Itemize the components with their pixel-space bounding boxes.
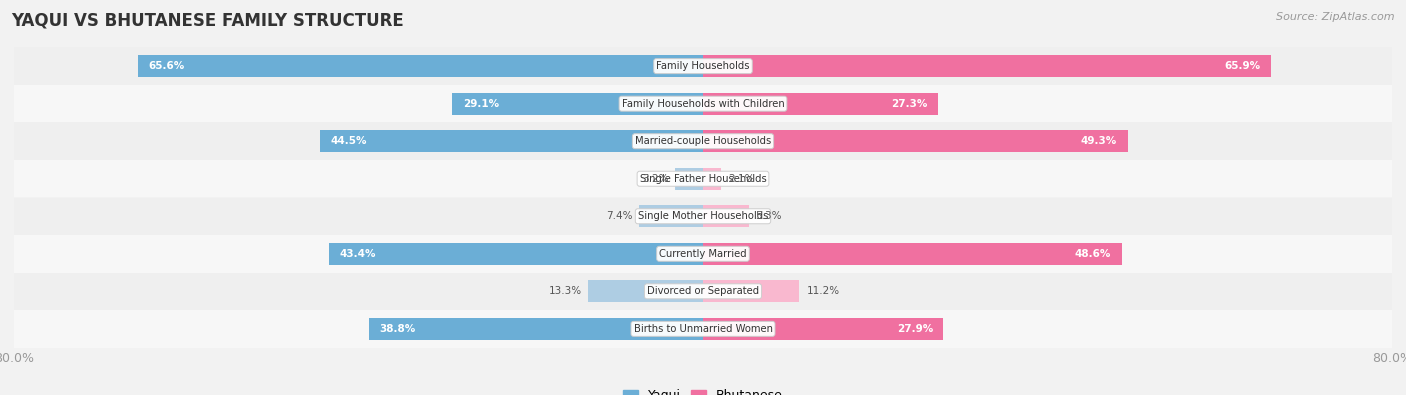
Text: Source: ZipAtlas.com: Source: ZipAtlas.com: [1277, 12, 1395, 22]
Text: Single Mother Households: Single Mother Households: [638, 211, 768, 221]
Bar: [14, 47, 1392, 85]
Bar: [14, 198, 1392, 235]
Text: 44.5%: 44.5%: [330, 136, 367, 146]
Bar: [14, 310, 1392, 348]
Text: 38.8%: 38.8%: [380, 324, 415, 334]
Text: 49.3%: 49.3%: [1081, 136, 1118, 146]
Text: 3.2%: 3.2%: [643, 174, 669, 184]
Legend: Yaqui, Bhutanese: Yaqui, Bhutanese: [619, 384, 787, 395]
Text: 27.3%: 27.3%: [891, 99, 928, 109]
Bar: [703, 205, 748, 227]
Text: Family Households with Children: Family Households with Children: [621, 99, 785, 109]
Bar: [703, 280, 800, 302]
Bar: [703, 318, 943, 340]
Bar: [703, 55, 1271, 77]
Bar: [703, 243, 1122, 265]
Bar: [14, 160, 1392, 198]
Text: 65.6%: 65.6%: [149, 61, 184, 71]
Bar: [589, 280, 703, 302]
Text: 11.2%: 11.2%: [807, 286, 839, 296]
Bar: [329, 243, 703, 265]
Bar: [703, 93, 938, 115]
Bar: [675, 168, 703, 190]
Text: 43.4%: 43.4%: [340, 249, 375, 259]
Text: 2.1%: 2.1%: [728, 174, 755, 184]
Text: Divorced or Separated: Divorced or Separated: [647, 286, 759, 296]
Bar: [138, 55, 703, 77]
Text: 5.3%: 5.3%: [755, 211, 782, 221]
Text: 29.1%: 29.1%: [463, 99, 499, 109]
Bar: [368, 318, 703, 340]
Bar: [703, 168, 721, 190]
Bar: [14, 273, 1392, 310]
Text: Single Father Households: Single Father Households: [640, 174, 766, 184]
Text: 27.9%: 27.9%: [897, 324, 934, 334]
Bar: [640, 205, 703, 227]
Bar: [14, 85, 1392, 122]
Text: Births to Unmarried Women: Births to Unmarried Women: [634, 324, 772, 334]
Bar: [453, 93, 703, 115]
Text: 65.9%: 65.9%: [1225, 61, 1260, 71]
Text: 7.4%: 7.4%: [606, 211, 633, 221]
Text: 48.6%: 48.6%: [1074, 249, 1111, 259]
Text: 13.3%: 13.3%: [548, 286, 582, 296]
Bar: [14, 122, 1392, 160]
Text: Family Households: Family Households: [657, 61, 749, 71]
Text: Currently Married: Currently Married: [659, 249, 747, 259]
Bar: [319, 130, 703, 152]
Bar: [14, 235, 1392, 273]
Bar: [703, 130, 1128, 152]
Text: Married-couple Households: Married-couple Households: [636, 136, 770, 146]
Text: YAQUI VS BHUTANESE FAMILY STRUCTURE: YAQUI VS BHUTANESE FAMILY STRUCTURE: [11, 12, 404, 30]
